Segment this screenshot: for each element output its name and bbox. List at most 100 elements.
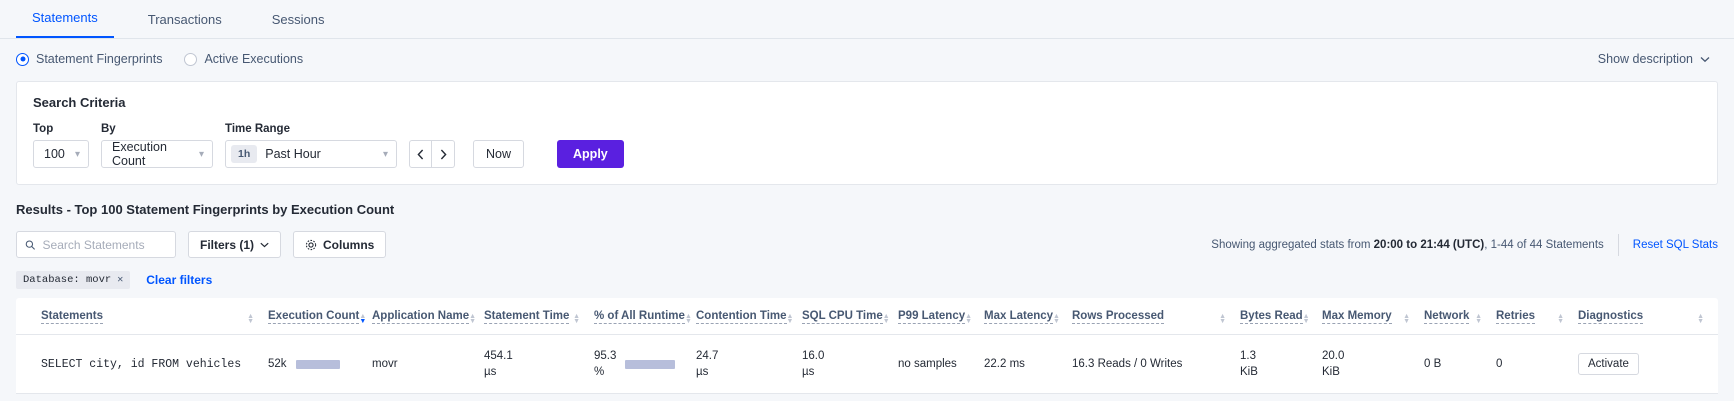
- tab-transactions[interactable]: Transactions: [147, 12, 222, 27]
- sort-icon[interactable]: ▲ ▼: [573, 313, 580, 325]
- toolbar-right: Showing aggregated stats from 20:00 to 2…: [1211, 233, 1718, 256]
- activate-diagnostics-button[interactable]: Activate: [1578, 353, 1639, 375]
- gear-icon: [305, 239, 317, 250]
- pct-runtime-unit: %: [594, 366, 605, 378]
- sort-icon[interactable]: ▲ ▼: [965, 313, 973, 325]
- search-statements-box[interactable]: [16, 231, 176, 258]
- col-network[interactable]: Network ▲ ▼: [1424, 298, 1496, 335]
- col-retries[interactable]: Retries ▲ ▼: [1496, 298, 1578, 335]
- sort-icon[interactable]: ▲ ▼: [786, 313, 794, 325]
- sort-icon[interactable]: ▲ ▼: [359, 313, 367, 325]
- col-max-latency[interactable]: Max Latency ▲ ▼: [984, 298, 1072, 335]
- filters-label: Filters (1): [200, 237, 255, 252]
- statement-time-unit: µs: [484, 366, 497, 378]
- columns-button[interactable]: Columns: [293, 231, 387, 258]
- statement-time-value: 454.1: [484, 350, 513, 362]
- sort-icon[interactable]: ▲ ▼: [1219, 313, 1226, 325]
- col-bytes-read[interactable]: Bytes Read ▲ ▼: [1240, 298, 1322, 335]
- sort-icon[interactable]: ▲ ▼: [1475, 313, 1482, 325]
- filter-chip-database[interactable]: Database: movr ✕: [16, 271, 131, 289]
- time-range-select[interactable]: 1h Past Hour ▾: [225, 140, 397, 168]
- sort-icon[interactable]: ▲ ▼: [1697, 313, 1704, 325]
- view-toggle-bar: Statement Fingerprints Active Executions…: [0, 39, 1734, 79]
- sort-icon[interactable]: ▲ ▼: [684, 313, 692, 325]
- tab-sessions[interactable]: Sessions: [271, 12, 325, 27]
- main-tabs: Statements Transactions Sessions: [0, 0, 1734, 39]
- sort-icon[interactable]: ▲ ▼: [1302, 313, 1310, 325]
- cell-bytes-read: 1.3 KiB: [1240, 334, 1322, 394]
- time-range-value: Past Hour: [265, 147, 321, 161]
- by-field: By Execution Count ▾: [101, 123, 213, 168]
- stats-range: 20:00 to 21:44 (UTC): [1373, 238, 1485, 251]
- cell-execution-count: 52k: [268, 334, 372, 394]
- top-value: 100: [44, 147, 65, 161]
- filter-chip-label: Database: movr: [23, 274, 112, 286]
- top-select[interactable]: 100 ▾: [33, 140, 89, 168]
- cell-application-name: movr: [372, 334, 484, 394]
- chevron-down-icon: [1700, 56, 1710, 62]
- chevron-left-icon: [417, 149, 424, 159]
- filters-button[interactable]: Filters (1): [188, 231, 282, 258]
- stats-suffix: , 1-44 of 44 Statements: [1484, 238, 1604, 251]
- col-max-memory[interactable]: Max Memory ▲ ▼: [1322, 298, 1424, 335]
- cell-retries: 0: [1496, 334, 1578, 394]
- close-icon[interactable]: ✕: [117, 275, 124, 286]
- col-statements[interactable]: Statements ▲ ▼: [16, 298, 268, 335]
- radio-dot-icon: [16, 52, 29, 66]
- results-toolbar: Filters (1) Columns Showing aggregated s…: [16, 231, 1718, 258]
- max-memory-unit: KiB: [1322, 366, 1340, 378]
- col-contention-time[interactable]: Contention Time ▲ ▼: [696, 298, 802, 335]
- radio-statement-fingerprints[interactable]: Statement Fingerprints: [16, 52, 162, 66]
- sort-icon[interactable]: ▲ ▼: [1053, 313, 1060, 325]
- time-next-button[interactable]: [432, 140, 455, 168]
- sort-icon[interactable]: ▲ ▼: [882, 313, 890, 325]
- search-criteria-card: Search Criteria Top 100 ▾ By Execution C…: [16, 81, 1718, 185]
- apply-button[interactable]: Apply: [557, 140, 624, 168]
- col-execution-count[interactable]: Execution Count ▲ ▼: [268, 298, 372, 335]
- aggregated-stats-text: Showing aggregated stats from 20:00 to 2…: [1211, 239, 1603, 251]
- table-header-row: Statements ▲ ▼ Execution Count ▲ ▼ Applicati…: [16, 298, 1718, 335]
- time-prev-button[interactable]: [409, 140, 432, 168]
- cell-max-memory: 20.0 KiB: [1322, 334, 1424, 394]
- search-criteria-title: Search Criteria: [33, 95, 126, 110]
- chevron-down-icon: ▾: [382, 148, 388, 160]
- cell-max-latency: 22.2 ms: [984, 334, 1072, 394]
- pct-runtime-value: 95.3: [594, 350, 617, 362]
- chevron-down-icon: [260, 242, 269, 247]
- cell-rows-processed: 16.3 Reads / 0 Writes: [1072, 334, 1240, 394]
- sort-icon[interactable]: ▲ ▼: [247, 313, 254, 325]
- top-label: Top: [33, 123, 54, 135]
- sort-icon[interactable]: ▲ ▼: [469, 313, 477, 325]
- table-row[interactable]: SELECT city, id FROM vehicles 52k movr 4…: [16, 334, 1718, 394]
- show-description-toggle[interactable]: Show description: [1598, 52, 1718, 66]
- col-sql-cpu-time[interactable]: SQL CPU Time ▲ ▼: [802, 298, 898, 335]
- sort-icon[interactable]: ▲ ▼: [1557, 313, 1564, 325]
- tab-statements[interactable]: Statements: [16, 10, 114, 38]
- reset-sql-stats-link[interactable]: Reset SQL Stats: [1632, 238, 1718, 251]
- statement-link[interactable]: SELECT city, id FROM vehicles: [41, 357, 242, 371]
- radio-active-executions[interactable]: Active Executions: [184, 52, 303, 66]
- cell-sql-cpu-time: 16.0 µs: [802, 334, 898, 394]
- sort-icon[interactable]: ▲ ▼: [1403, 313, 1410, 325]
- col-p99-latency[interactable]: P99 Latency ▲ ▼: [898, 298, 984, 335]
- divider: [1617, 233, 1619, 256]
- by-select[interactable]: Execution Count ▾: [101, 140, 213, 168]
- top-field: Top 100 ▾: [33, 123, 89, 168]
- cell-statement-time: 454.1 µs: [484, 334, 594, 394]
- now-button[interactable]: Now: [473, 140, 525, 168]
- pct-runtime-bar: [625, 359, 676, 369]
- search-input[interactable]: [42, 237, 167, 252]
- col-rows-processed[interactable]: Rows Processed ▲ ▼: [1072, 298, 1240, 335]
- contention-time-unit: µs: [696, 366, 709, 378]
- execution-count-bar: [295, 359, 340, 369]
- columns-label: Columns: [323, 237, 375, 252]
- radio-label-active-executions: Active Executions: [204, 52, 304, 66]
- col-statement-time[interactable]: Statement Time ▲ ▼: [484, 298, 594, 335]
- col-diagnostics[interactable]: Diagnostics ▲ ▼: [1578, 298, 1718, 335]
- col-pct-all-runtime[interactable]: % of All Runtime ▲ ▼: [594, 298, 696, 335]
- cell-p99-latency: no samples: [898, 334, 984, 394]
- search-criteria-row: Top 100 ▾ By Execution Count ▾ Time Rang…: [33, 123, 1701, 168]
- clear-filters-link[interactable]: Clear filters: [146, 273, 213, 287]
- statements-table-wrap: Statements ▲ ▼ Execution Count ▲ ▼ Applicati…: [16, 298, 1718, 394]
- col-application-name[interactable]: Application Name ▲ ▼: [372, 298, 484, 335]
